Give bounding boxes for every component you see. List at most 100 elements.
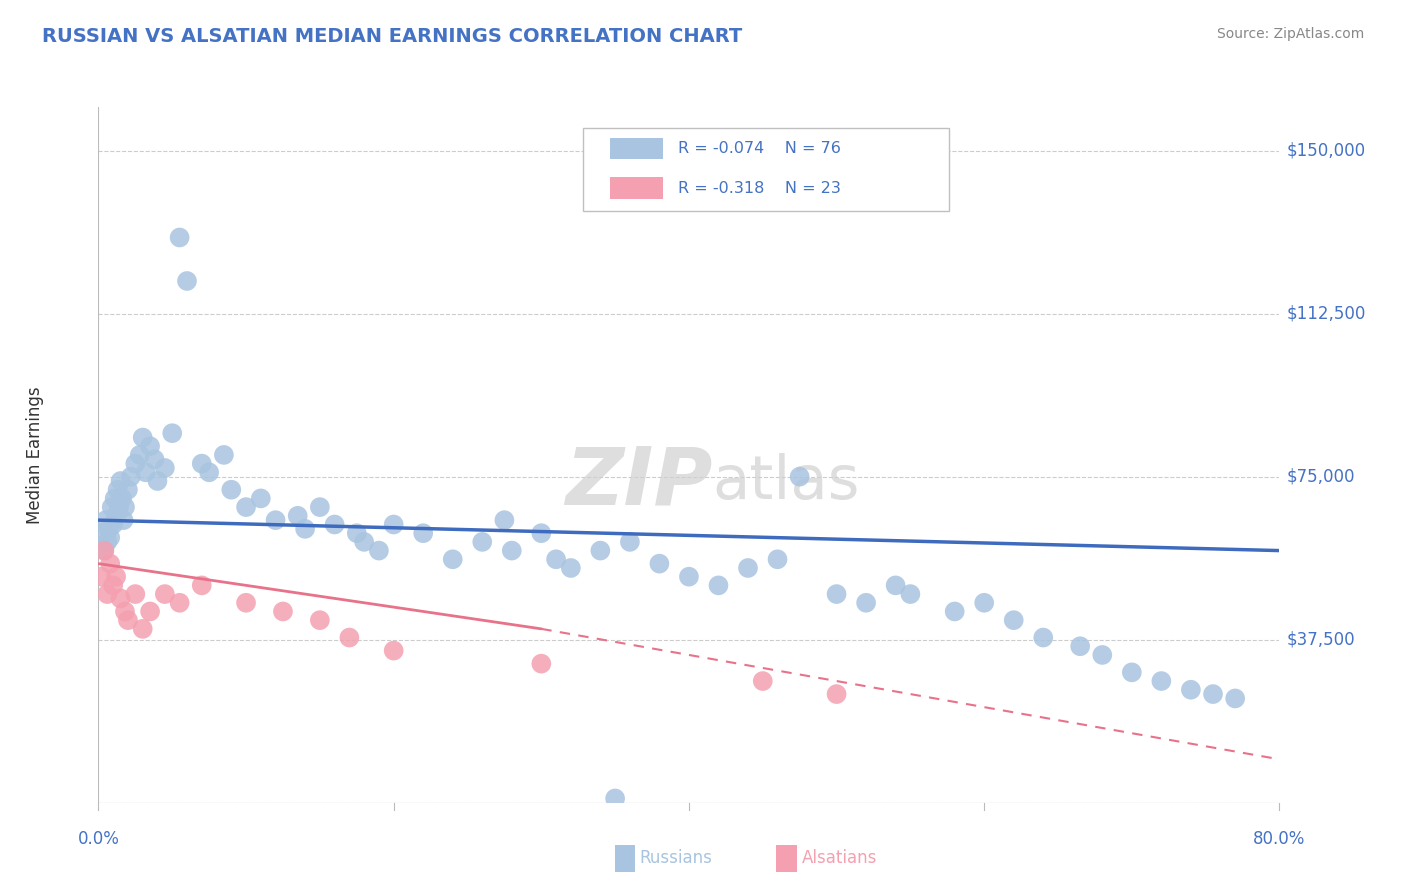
Text: $37,500: $37,500 <box>1286 631 1355 648</box>
Bar <box>610 137 664 159</box>
Point <box>337 631 360 645</box>
Point <box>471 535 494 549</box>
Point <box>1002 613 1025 627</box>
Bar <box>610 178 664 199</box>
Point <box>346 526 368 541</box>
Point <box>132 622 155 636</box>
Point <box>825 587 848 601</box>
Text: Source: ZipAtlas.com: Source: ZipAtlas.com <box>1216 27 1364 41</box>
Point <box>530 657 553 671</box>
Point <box>112 513 135 527</box>
Point <box>105 570 128 584</box>
Point <box>1091 648 1114 662</box>
Point <box>212 448 235 462</box>
Point <box>309 613 332 627</box>
Point <box>162 426 183 441</box>
Point <box>93 543 115 558</box>
Point <box>105 508 128 523</box>
Text: ZIP: ZIP <box>565 443 713 522</box>
Point <box>114 605 136 619</box>
Point <box>139 439 162 453</box>
Text: 80.0%: 80.0% <box>1253 830 1306 847</box>
Text: Median Earnings: Median Earnings <box>27 386 44 524</box>
Point <box>271 605 294 619</box>
Text: atlas: atlas <box>713 453 860 512</box>
Point <box>169 596 191 610</box>
Point <box>219 483 243 497</box>
Point <box>96 587 118 601</box>
Point <box>648 557 671 571</box>
Point <box>135 466 157 480</box>
Point <box>737 561 759 575</box>
Point <box>884 578 907 592</box>
Point <box>191 457 214 471</box>
Point <box>619 535 641 549</box>
Point <box>530 526 553 541</box>
Point <box>169 230 191 244</box>
Point <box>294 522 316 536</box>
Text: Alsatians: Alsatians <box>801 849 877 867</box>
Point <box>546 552 568 566</box>
Point <box>93 543 115 558</box>
Point <box>110 474 132 488</box>
Point <box>900 587 922 601</box>
Point <box>825 687 848 701</box>
Point <box>323 517 346 532</box>
Text: $75,000: $75,000 <box>1286 467 1355 485</box>
Point <box>111 491 134 506</box>
Point <box>605 791 627 805</box>
Point <box>120 469 142 483</box>
Point <box>589 543 612 558</box>
Point <box>176 274 198 288</box>
Point <box>1069 639 1091 653</box>
Point <box>766 552 789 566</box>
Point <box>368 543 391 558</box>
Point <box>751 674 773 689</box>
Point <box>235 596 257 610</box>
Point <box>1180 682 1202 697</box>
Point <box>250 491 273 506</box>
Point <box>264 513 287 527</box>
Point <box>191 578 214 592</box>
Point <box>100 500 122 514</box>
Point <box>789 469 811 483</box>
Point <box>98 557 121 571</box>
Text: Russians: Russians <box>640 849 713 867</box>
FancyBboxPatch shape <box>582 128 949 211</box>
Point <box>143 452 166 467</box>
Point <box>382 643 405 657</box>
Text: RUSSIAN VS ALSATIAN MEDIAN EARNINGS CORRELATION CHART: RUSSIAN VS ALSATIAN MEDIAN EARNINGS CORR… <box>42 27 742 45</box>
Point <box>153 587 176 601</box>
Point <box>117 483 139 497</box>
Text: $150,000: $150,000 <box>1286 142 1365 160</box>
Point <box>1032 631 1054 645</box>
Point <box>707 578 730 592</box>
Point <box>287 508 309 523</box>
Point <box>110 591 132 606</box>
Point <box>124 587 146 601</box>
Point <box>441 552 464 566</box>
Point <box>117 613 139 627</box>
Point <box>128 448 150 462</box>
Point <box>1223 691 1246 706</box>
Point <box>104 491 127 506</box>
Point <box>412 526 434 541</box>
Point <box>91 526 114 541</box>
Point <box>94 513 117 527</box>
Point <box>855 596 877 610</box>
Point <box>146 474 169 488</box>
Point <box>103 517 125 532</box>
Point <box>353 535 375 549</box>
Point <box>108 500 131 514</box>
Point <box>107 483 129 497</box>
Point <box>501 543 523 558</box>
Point <box>96 535 118 549</box>
Point <box>309 500 332 514</box>
Text: R = -0.318    N = 23: R = -0.318 N = 23 <box>678 180 841 195</box>
Point <box>382 517 405 532</box>
Point <box>124 457 146 471</box>
Point <box>235 500 257 514</box>
Point <box>494 513 516 527</box>
Point <box>1150 674 1173 689</box>
Point <box>153 461 176 475</box>
